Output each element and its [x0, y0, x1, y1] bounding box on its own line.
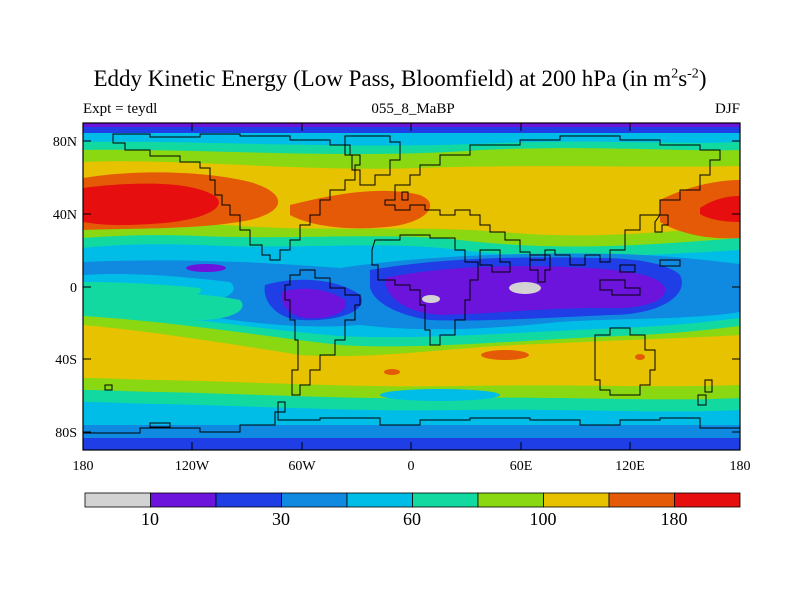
chart-title: Eddy Kinetic Energy (Low Pass, Bloomfiel…: [93, 66, 707, 91]
lon-label-120e: 120E: [615, 459, 645, 474]
coastline-japan: [654, 214, 669, 233]
coastlines: [83, 133, 740, 434]
colorbar: [84, 492, 741, 508]
center-subtitle: 055_8_MaBP: [371, 101, 455, 117]
band-south-orange-3: [635, 354, 645, 360]
equatorial-minimum-africa: [422, 295, 440, 303]
coastline-new-zealand: [697, 379, 713, 406]
coastline-north-america: [112, 133, 361, 261]
lat-label-40n: 40N: [53, 208, 77, 223]
band-south-orange-2: [384, 369, 400, 375]
lon-label-180e: 180: [730, 459, 751, 474]
colorbar-label-180: 180: [661, 509, 688, 529]
lat-label-40s: 40S: [55, 353, 77, 368]
colorbar-label-30: 30: [272, 509, 290, 529]
lon-label-180w: 180: [73, 459, 94, 474]
lat-label-80s: 80S: [55, 426, 77, 441]
lat-label-0: 0: [70, 281, 77, 296]
band-equator-purple-sa: [281, 288, 346, 319]
coastline-indonesia: [599, 264, 641, 296]
band-south-cyan-patch: [380, 389, 500, 401]
lon-label-60w: 60W: [288, 459, 316, 474]
lon-label-120w: 120W: [175, 459, 210, 474]
band-south-green-patch: [83, 289, 243, 320]
coastline-australia: [594, 327, 656, 396]
colorbar-swatch-7: [543, 492, 610, 508]
lon-label-60e: 60E: [510, 459, 533, 474]
colorbar-swatch-5: [412, 492, 479, 508]
coastline-india: [529, 254, 551, 283]
coastline-greenland: [344, 135, 401, 186]
lat-label-80n: 80N: [53, 135, 77, 150]
colorbar-swatch-0: [84, 492, 151, 508]
colorbar-label-100: 100: [530, 509, 557, 529]
colorbar-swatch-9: [674, 492, 741, 508]
band-south-orange-1: [481, 350, 529, 360]
colorbar-swatch-6: [477, 492, 544, 508]
band-south-yellow: [83, 325, 740, 387]
coastline-south-america: [284, 269, 361, 396]
colorbar-swatch-2: [215, 492, 282, 508]
coastline-eurasia: [384, 135, 721, 266]
lon-label-0: 0: [408, 459, 415, 474]
colorbar-swatch-3: [281, 492, 348, 508]
coastline-antarctica: [83, 401, 740, 434]
equatorial-minimum-indian-ocean: [509, 282, 541, 294]
colorbar-swatch-1: [150, 492, 217, 508]
colorbar-label-10: 10: [141, 509, 159, 529]
band-north-red-wpac: [700, 196, 740, 222]
contour-fill-layer: [83, 123, 740, 450]
experiment-label: Expt = teydl: [83, 101, 158, 117]
colorbar-swatch-4: [346, 492, 413, 508]
colorbar-label-60: 60: [403, 509, 421, 529]
colorbar-swatch-8: [608, 492, 675, 508]
band-north-red-pacific: [83, 183, 219, 226]
coastline-islands: [104, 259, 681, 428]
tick-marks: [82, 123, 741, 450]
band-equator-purple-wpac: [186, 264, 226, 272]
coastline-british-isles: [401, 191, 409, 201]
coastline-arabia: [479, 249, 511, 273]
coastline-africa: [371, 234, 479, 346]
season-label: DJF: [714, 101, 740, 117]
